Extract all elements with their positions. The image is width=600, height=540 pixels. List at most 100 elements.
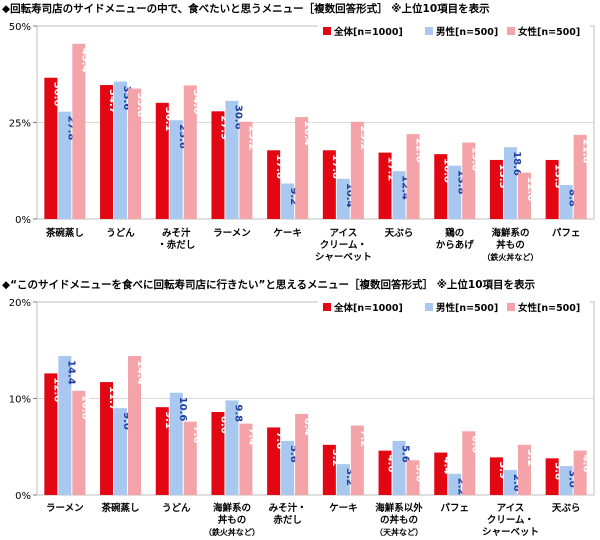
category-label: （鉄火丼など） — [482, 252, 538, 262]
category-label: の丼もの — [380, 514, 418, 526]
data-label: 19.8 — [469, 147, 480, 172]
legend-label: 全体[n=1000] — [333, 26, 403, 38]
bar-female — [350, 425, 364, 495]
bar-all — [155, 102, 169, 219]
bar-male — [448, 473, 462, 495]
category-label: 海鮮系の — [491, 227, 529, 239]
category-label: アイス — [497, 503, 525, 514]
bar-all — [155, 407, 169, 495]
category-label: 丼もの — [496, 239, 525, 251]
data-label: 2.2 — [455, 478, 466, 496]
bar-female — [462, 142, 476, 219]
y-tick-label: 50% — [9, 22, 31, 33]
bar-male — [392, 171, 406, 219]
bar-female — [573, 134, 587, 219]
data-label: 5.2 — [330, 449, 341, 467]
bar-female — [183, 421, 197, 495]
data-label: 5.2 — [525, 449, 536, 467]
data-label: 30.6 — [232, 105, 243, 130]
data-label: 4.6 — [581, 455, 592, 473]
data-label: 25.2 — [246, 126, 257, 151]
data-label: 17.8 — [274, 154, 285, 179]
category-label: ケーキ — [329, 503, 358, 514]
category-label: パフェ — [552, 227, 581, 239]
data-label: 25.6 — [177, 124, 188, 149]
category-label: クリーム・ — [320, 240, 367, 251]
category-label: 海鮮系以外 — [375, 502, 423, 514]
data-label: 8.8 — [567, 189, 578, 207]
legend-swatch — [425, 303, 433, 311]
data-label: 9.1 — [163, 411, 174, 429]
bar-all — [44, 373, 58, 495]
bar-male — [281, 440, 295, 495]
legend-box — [318, 300, 590, 316]
bar-male — [336, 464, 350, 495]
bar-male — [281, 183, 295, 219]
bar-male — [448, 165, 462, 219]
category-label: パフェ — [440, 502, 469, 514]
category-label: 海鮮系の — [213, 502, 251, 514]
bar-female — [406, 460, 420, 495]
y-tick-label: 25% — [9, 119, 31, 130]
data-label: 25.2 — [358, 126, 369, 151]
bar-male — [58, 111, 72, 219]
bar-female — [239, 423, 253, 495]
data-label: 27.8 — [65, 116, 76, 141]
category-label: みそ汁 — [162, 227, 191, 239]
bar-female — [517, 444, 531, 495]
data-label: 5.6 — [400, 445, 411, 463]
data-label: 13.8 — [455, 170, 466, 195]
bar-male — [169, 392, 183, 495]
bar-all — [322, 444, 336, 495]
data-label: 7.2 — [358, 430, 369, 448]
category-label: 天ぷら — [385, 228, 414, 239]
bar-male — [225, 400, 239, 495]
bar-female — [517, 172, 531, 219]
bar-male — [336, 178, 350, 219]
legend-label: 全体[n=1000] — [333, 302, 403, 314]
y-tick-label: 0% — [15, 215, 31, 226]
data-label: 8.6 — [218, 416, 229, 434]
data-label: 15.3 — [497, 164, 508, 189]
bar-all — [434, 154, 448, 219]
bar-all — [100, 382, 114, 495]
bar-all — [378, 152, 392, 219]
data-label: 3.2 — [344, 468, 355, 486]
bar-all — [44, 77, 58, 219]
legend-swatch — [507, 27, 515, 35]
bar-male — [392, 440, 406, 495]
bar-all — [267, 427, 281, 495]
category-label: シャーベット — [482, 527, 539, 538]
data-label: 7.0 — [274, 431, 285, 449]
data-label: 27.9 — [218, 115, 229, 140]
category-label: うどん — [106, 227, 135, 239]
bar-male — [559, 466, 573, 495]
data-label: 12.0 — [525, 177, 536, 202]
data-label: 17.8 — [330, 154, 341, 179]
legend-swatch — [323, 27, 331, 35]
bar-female — [462, 431, 476, 495]
bar-all — [100, 85, 114, 219]
bar-female — [295, 413, 309, 495]
data-label: 10.4 — [344, 183, 355, 208]
data-label: 3.0 — [567, 470, 578, 488]
bar-female — [183, 85, 197, 219]
category-label: 鶏の — [444, 227, 464, 239]
legend-label: 女性[n=500] — [518, 302, 580, 314]
category-label: 茶碗蒸し — [101, 502, 140, 514]
data-label: 10.6 — [177, 397, 188, 422]
data-label: 30.1 — [163, 107, 174, 132]
data-label: 6.6 — [469, 435, 480, 453]
y-tick-label: 0% — [15, 491, 31, 502]
category-label: ケーキ — [273, 228, 302, 239]
data-label: 14.4 — [65, 360, 76, 385]
legend-label: 女性[n=500] — [518, 26, 580, 38]
bar-female — [72, 43, 86, 220]
data-label: 2.6 — [511, 474, 522, 492]
legend-swatch — [323, 303, 331, 311]
bar-all — [378, 450, 392, 495]
data-label: 10.8 — [79, 395, 90, 420]
data-label: 9.0 — [121, 412, 132, 430]
